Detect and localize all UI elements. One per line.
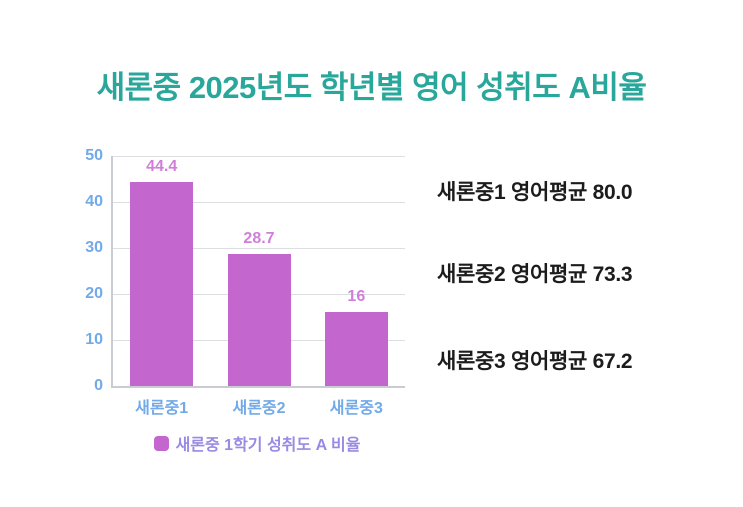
y-tick-label: 50 [85,147,103,164]
bar-value-label: 44.4 [146,157,178,175]
average-line-1: 새론중1 영어평균 80.0 [437,181,633,204]
gridline [113,247,405,249]
bar-1 [130,181,194,386]
chart-legend: 새론중 1학기 성취도 A 비율 [111,431,403,455]
bar-3 [324,312,388,386]
chart-title: 새론중 2025년도 학년별 영어 성취도 A비율 [96,70,647,105]
plot-area: 44.4 새론중1 28.7 새론중2 16 새론중3 [111,155,405,417]
average-line-3: 새론중3 영어평균 67.2 [437,350,633,373]
gridline [113,155,405,157]
x-tick-label: 새론중1 [135,400,189,417]
averages-panel: 새론중1 영어평균 80.0 새론중2 영어평균 73.3 새론중3 영어평균 … [437,0,737,507]
x-tick-label: 새론중3 [329,400,383,417]
y-tick-label: 20 [85,285,103,302]
y-tick-label: 30 [85,239,103,256]
y-tick-label: 0 [94,377,103,394]
bar-2 [227,253,291,386]
y-tick-label: 10 [85,331,103,348]
y-axis: 0 10 20 30 40 50 [58,147,103,394]
legend-swatch-icon [153,435,169,451]
bar-value-label: 28.7 [243,229,275,247]
gridline [113,201,405,203]
average-line-2: 새론중2 영어평균 73.3 [437,263,633,286]
legend-label: 새론중 1학기 성취도 A 비율 [175,437,361,454]
x-tick-label: 새론중2 [232,400,286,417]
y-tick-label: 40 [85,193,103,210]
bar-value-label: 16 [347,288,366,306]
